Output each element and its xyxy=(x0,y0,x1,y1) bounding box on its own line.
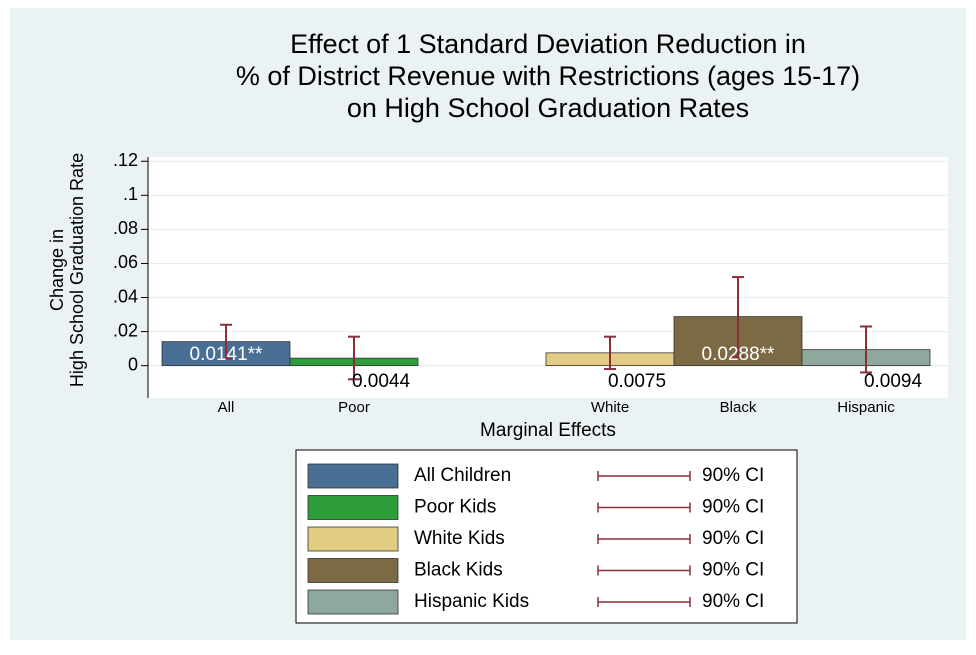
y-axis-title: High School Graduation Rate xyxy=(67,153,87,387)
legend-label: All Children xyxy=(414,465,511,486)
legend-label: White Kids xyxy=(414,528,505,549)
legend-ci-label: 90% CI xyxy=(702,465,764,486)
legend-swatch xyxy=(307,495,399,520)
legend-label: Poor Kids xyxy=(414,497,496,518)
chart-title: % of District Revenue with Restrictions … xyxy=(236,61,860,91)
value-label: 0.0288** xyxy=(702,344,776,365)
legend-swatch xyxy=(307,526,399,552)
y-tick-label: 0 xyxy=(128,354,138,374)
y-tick-label: .04 xyxy=(113,286,138,306)
legend-ci-label: 90% CI xyxy=(702,560,764,581)
chart-title: on High School Graduation Rates xyxy=(347,93,749,123)
value-label: 0.0141** xyxy=(190,344,264,365)
x-tick-label: Hispanic xyxy=(837,399,895,416)
x-tick-label: Black xyxy=(720,399,757,416)
y-tick-label: .06 xyxy=(113,252,138,272)
legend-swatch xyxy=(307,463,399,489)
x-axis-title: Marginal Effects xyxy=(480,420,616,441)
chart-title: Effect of 1 Standard Deviation Reduction… xyxy=(290,29,806,59)
value-label: 0.0044 xyxy=(352,371,411,392)
y-tick-label: .08 xyxy=(113,218,138,238)
x-tick-label: Poor xyxy=(338,399,370,416)
legend-ci-label: 90% CI xyxy=(702,591,764,612)
x-tick-label: All xyxy=(218,399,235,416)
y-tick-label: .1 xyxy=(123,184,138,204)
legend-label: Hispanic Kids xyxy=(414,591,529,612)
legend-swatch xyxy=(307,558,399,583)
legend-ci-label: 90% CI xyxy=(702,528,764,549)
y-tick-label: .12 xyxy=(113,150,138,170)
legend-ci-label: 90% CI xyxy=(702,497,764,518)
x-tick-label: White xyxy=(591,399,629,416)
legend-swatch xyxy=(307,589,399,615)
value-label: 0.0075 xyxy=(608,371,666,392)
legend-label: Black Kids xyxy=(414,560,503,581)
y-axis-title: Change in xyxy=(47,229,67,311)
y-tick-label: .02 xyxy=(113,320,138,340)
value-label: 0.0094 xyxy=(864,371,923,392)
